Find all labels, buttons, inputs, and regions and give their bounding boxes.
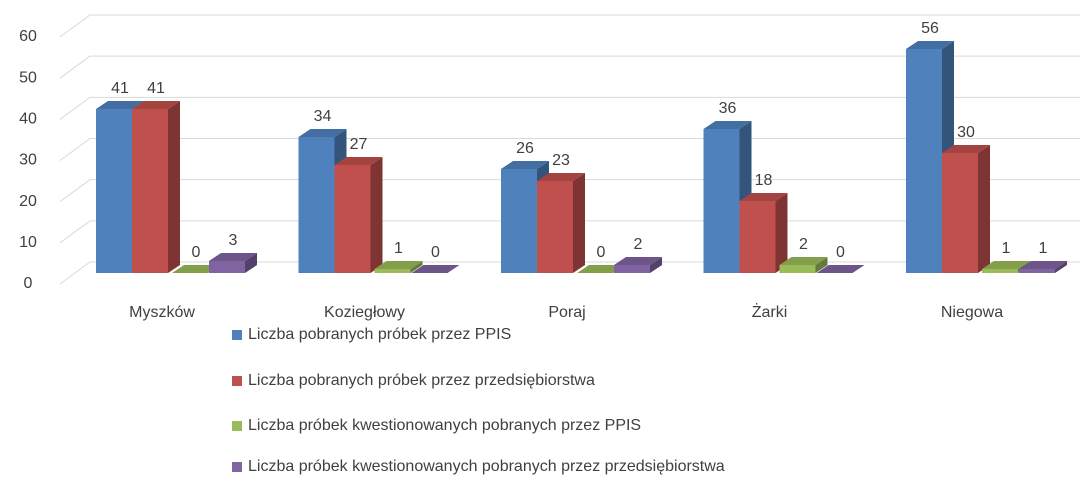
value-label: 3 xyxy=(229,232,238,249)
x-tick-label: Żarki xyxy=(752,302,788,321)
legend-swatch xyxy=(232,462,242,472)
bar xyxy=(96,109,132,273)
bar-top xyxy=(374,261,423,269)
legend-label: Liczba próbek kwestionowanych pobranych … xyxy=(248,417,641,434)
bar xyxy=(1019,269,1055,273)
bar-top xyxy=(298,129,347,137)
value-label: 23 xyxy=(552,152,570,169)
x-tick-label: Myszków xyxy=(129,304,195,321)
value-label: 1 xyxy=(1039,240,1048,257)
bar xyxy=(906,49,942,273)
bar-top xyxy=(334,157,383,165)
bar-side xyxy=(978,145,990,273)
bar xyxy=(614,265,650,273)
bar xyxy=(334,165,371,273)
bar-top xyxy=(942,145,990,153)
bar-side xyxy=(410,261,423,273)
value-label: 36 xyxy=(719,100,737,117)
bar-side xyxy=(650,257,662,273)
bar xyxy=(501,169,537,273)
y-tick-label: 0 xyxy=(24,275,33,292)
y-tick-label: 40 xyxy=(19,111,37,128)
bar-side xyxy=(370,157,383,273)
bar-side xyxy=(168,101,180,273)
legend-label: Liczba pobranych próbek przez PPIS xyxy=(248,326,511,343)
bar xyxy=(298,137,335,273)
bar xyxy=(982,269,1018,273)
value-label: 2 xyxy=(634,236,643,253)
value-label: 26 xyxy=(516,140,534,157)
value-label: 41 xyxy=(111,80,129,97)
bar xyxy=(209,261,245,273)
bar-top xyxy=(779,257,828,265)
legend-label: Liczba próbek kwestionowanych pobranych … xyxy=(248,458,725,475)
bar xyxy=(779,265,816,273)
value-label: 18 xyxy=(755,172,773,189)
value-label: 0 xyxy=(597,244,606,261)
value-label: 0 xyxy=(431,244,440,261)
bar-top xyxy=(614,257,662,265)
bar xyxy=(703,129,740,273)
grid-line xyxy=(59,55,1080,79)
bar-top xyxy=(577,265,625,273)
value-label: 1 xyxy=(1002,240,1011,257)
legend-label: Liczba pobranych próbek przez przedsiębi… xyxy=(248,372,595,389)
bar-top xyxy=(982,261,1030,269)
x-tick-label: Niegowa xyxy=(941,304,1003,321)
value-label: 27 xyxy=(350,136,368,153)
value-label: 56 xyxy=(921,20,939,37)
bar-top xyxy=(501,161,549,169)
bar-top xyxy=(209,253,257,261)
bar-top xyxy=(537,173,585,181)
y-tick-label: 20 xyxy=(19,193,37,210)
value-label: 2 xyxy=(799,236,808,253)
y-tick-label: 50 xyxy=(19,69,37,86)
legend-swatch xyxy=(232,330,242,340)
bar xyxy=(374,269,411,273)
value-label: 30 xyxy=(957,124,975,141)
y-tick-label: 10 xyxy=(19,234,37,251)
bar-top xyxy=(411,265,460,273)
value-label: 0 xyxy=(192,244,201,261)
value-label: 1 xyxy=(394,240,403,257)
bar-top xyxy=(132,101,180,109)
bar-top xyxy=(703,121,752,129)
bar xyxy=(942,153,978,273)
bar-top xyxy=(816,265,865,273)
bar-side xyxy=(573,173,585,273)
grid-line xyxy=(59,14,1080,38)
grid-line xyxy=(59,96,1080,120)
bar xyxy=(739,201,776,273)
bar-top xyxy=(739,193,788,201)
bar xyxy=(537,181,573,273)
legend-swatch xyxy=(232,376,242,386)
value-label: 0 xyxy=(836,244,845,261)
bar-side xyxy=(815,257,828,273)
bar-top xyxy=(172,265,220,273)
bar xyxy=(132,109,168,273)
legend-swatch xyxy=(232,421,242,431)
bar-top xyxy=(1019,261,1067,269)
bar-top xyxy=(96,101,144,109)
x-tick-label: Koziegłowy xyxy=(324,304,405,321)
value-label: 41 xyxy=(147,80,165,97)
x-tick-label: Poraj xyxy=(548,304,585,321)
y-tick-label: 60 xyxy=(19,28,37,45)
bar-side xyxy=(1055,261,1067,273)
value-label: 34 xyxy=(314,108,332,125)
bar-top xyxy=(906,41,954,49)
bar-side xyxy=(775,193,788,273)
y-tick-label: 30 xyxy=(19,152,37,169)
bar-side xyxy=(245,253,257,273)
